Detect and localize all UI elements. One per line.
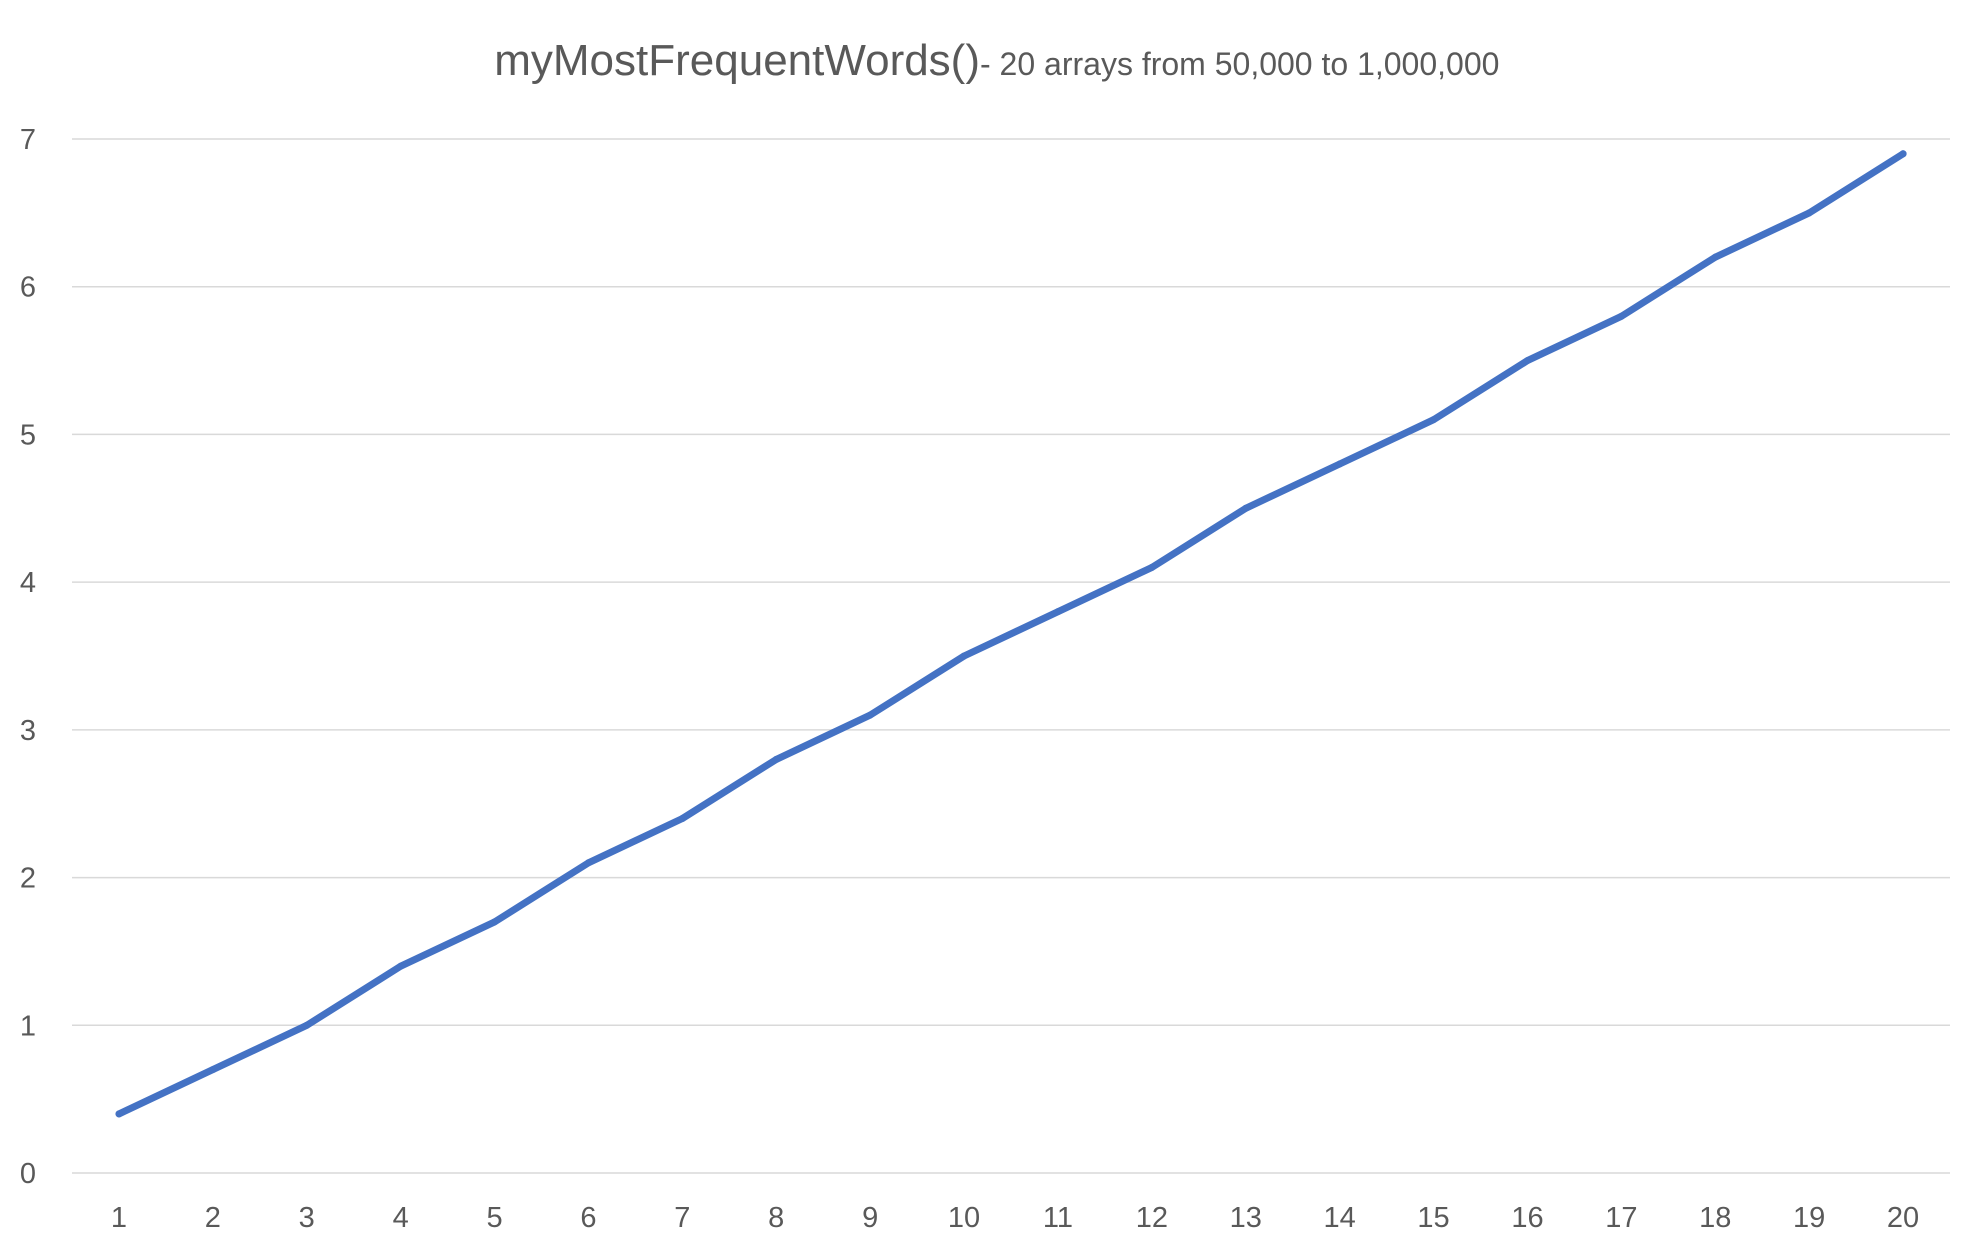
x-tick-label: 20 (1887, 1202, 1919, 1234)
x-tick-label: 18 (1699, 1202, 1731, 1234)
gridlines (72, 138, 1950, 1174)
chart-subtitle-text: - 20 arrays from 50,000 to 1,000,000 (980, 46, 1499, 82)
data-point (303, 1021, 311, 1029)
data-point (1430, 416, 1438, 424)
x-tick-label: 9 (862, 1202, 878, 1234)
y-tick-label: 3 (20, 715, 36, 747)
x-tick-label: 14 (1324, 1202, 1356, 1234)
data-point (491, 918, 499, 926)
x-tick-label: 15 (1417, 1202, 1449, 1234)
x-tick-label: 16 (1511, 1202, 1543, 1234)
data-point (1336, 460, 1344, 468)
data-point (1242, 504, 1250, 512)
x-tick-label: 13 (1230, 1202, 1262, 1234)
x-tick-label: 5 (486, 1202, 502, 1234)
data-point (772, 755, 780, 763)
y-tick-label: 0 (20, 1158, 36, 1190)
x-tick-label: 12 (1136, 1202, 1168, 1234)
series-line-0 (115, 150, 1907, 1118)
data-point (1899, 150, 1907, 158)
x-tick-label: 4 (393, 1202, 409, 1234)
chart-title: myMostFrequentWords() (494, 36, 980, 85)
x-tick-label: 6 (580, 1202, 596, 1234)
x-tick-label: 1 (111, 1202, 127, 1234)
data-point (678, 814, 686, 822)
chart-subtitle: - 20 arrays from 50,000 to 1,000,000 (980, 46, 1499, 82)
data-point (1054, 608, 1062, 616)
data-point (960, 652, 968, 660)
chart-title-main: myMostFrequentWords() (494, 36, 980, 85)
data-point (584, 859, 592, 867)
x-tick-label: 7 (674, 1202, 690, 1234)
y-tick-label: 5 (20, 419, 36, 451)
data-point (866, 711, 874, 719)
y-tick-label: 2 (20, 863, 36, 895)
x-axis-ticks: 1 2 3 4 5 6 7 8 9 10 11 12 13 14 15 16 17 18 19 20 (111, 1202, 1919, 1234)
x-tick-label: 19 (1793, 1202, 1825, 1234)
data-point (209, 1066, 217, 1074)
y-axis-ticks: 0 1 2 3 4 5 6 7 (20, 124, 36, 1190)
data-point (1711, 253, 1719, 261)
series-layer (115, 150, 1907, 1118)
x-tick-label: 8 (768, 1202, 784, 1234)
x-tick-label: 10 (948, 1202, 980, 1234)
data-point (1523, 357, 1531, 365)
y-tick-label: 6 (20, 272, 36, 304)
x-tick-label: 2 (205, 1202, 221, 1234)
data-point (115, 1110, 123, 1118)
data-point (1617, 312, 1625, 320)
data-point (1805, 209, 1813, 217)
y-tick-label: 4 (20, 567, 36, 599)
y-tick-label: 1 (20, 1010, 36, 1042)
x-tick-label: 3 (299, 1202, 315, 1234)
x-tick-label: 17 (1605, 1202, 1637, 1234)
y-tick-label: 7 (20, 124, 36, 156)
data-point (397, 962, 405, 970)
x-tick-label: 11 (1043, 1202, 1073, 1234)
data-point (1148, 563, 1156, 571)
